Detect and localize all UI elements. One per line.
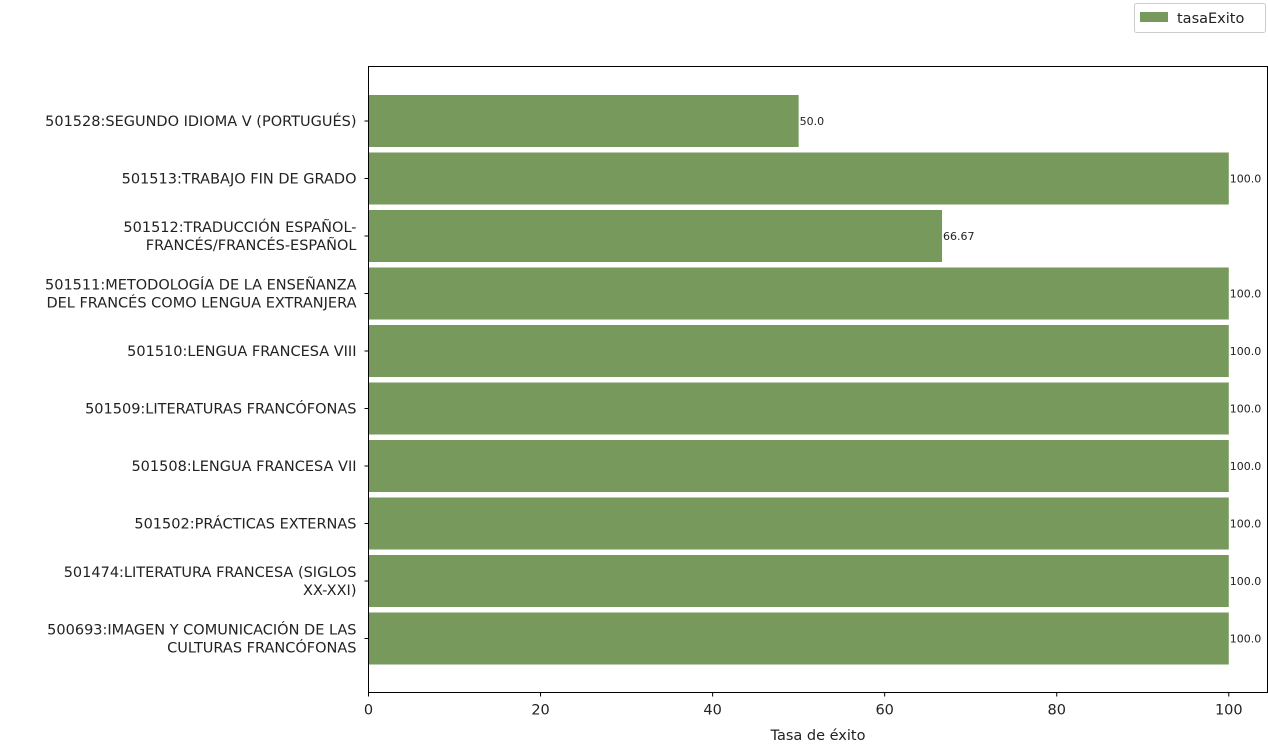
category-label: 501528:SEGUNDO IDIOMA V (PORTUGUÉS): [45, 113, 356, 130]
category-label: CULTURAS FRANCÓFONAS: [167, 639, 356, 657]
bar: [368, 612, 1229, 665]
bar: [368, 325, 1229, 377]
bar-value-label: 100.0: [1230, 633, 1262, 646]
category-labels-group: 500693:IMAGEN Y COMUNICACIÓN DE LASCULTU…: [45, 113, 369, 657]
bar-value-label: 100.0: [1230, 403, 1262, 416]
bar-value-label: 100.0: [1230, 518, 1262, 531]
x-axis-title: Tasa de éxito: [770, 728, 866, 744]
x-tick-label: 40: [703, 703, 721, 719]
category-label: FRANCÉS/FRANCÉS-ESPAÑOL: [146, 237, 357, 254]
bar: [368, 210, 943, 262]
x-tick-label: 100: [1215, 703, 1243, 719]
legend-label: tasaExito: [1177, 11, 1244, 27]
bar-value-label: 100.0: [1230, 345, 1262, 358]
category-label: 501474:LITERATURA FRANCESA (SIGLOS: [64, 565, 357, 581]
bar: [368, 95, 799, 147]
x-tick-label: 80: [1048, 703, 1066, 719]
bar: [368, 152, 1229, 205]
bar: [368, 555, 1229, 607]
bars-group: [368, 95, 1229, 665]
x-tick-label: 20: [531, 703, 549, 719]
bar: [368, 382, 1229, 435]
x-tick-label: 60: [875, 703, 893, 719]
category-label: DEL FRANCÉS COMO LENGUA EXTRANJERA: [46, 295, 356, 312]
bar-value-label: 100.0: [1230, 173, 1262, 186]
legend-swatch: [1140, 12, 1168, 22]
bar: [368, 267, 1229, 320]
category-label: 500693:IMAGEN Y COMUNICACIÓN DE LAS: [47, 621, 356, 639]
bar: [368, 440, 1229, 492]
x-ticks-group: 0 20 40 60 80 100: [364, 692, 1243, 719]
category-label: 501513:TRABAJO FIN DE GRADO: [122, 172, 357, 188]
legend: tasaExito: [1134, 3, 1266, 33]
bar-value-label: 100.0: [1230, 575, 1262, 588]
category-label: XX-XXI): [303, 583, 356, 599]
category-label: 501509:LITERATURAS FRANCÓFONAS: [85, 400, 356, 418]
category-label: 501508:LENGUA FRANCESA VII: [131, 459, 356, 475]
value-labels-group: 100.0 100.0 100.0 100.0 100.0 100.0 100.0 66.67…: [800, 115, 1262, 646]
category-label: 501510:LENGUA FRANCESA VIII: [127, 344, 356, 360]
category-label: 501511:METODOLOGÍA DE LA ENSEÑANZA: [45, 277, 357, 294]
x-tick-label: 0: [364, 703, 373, 719]
bar-value-label: 50.0: [800, 115, 825, 128]
category-label: 501502:PRÁCTICAS EXTERNAS: [134, 516, 356, 533]
bar-value-label: 66.67: [943, 230, 975, 243]
bar: [368, 497, 1229, 550]
bar-value-label: 100.0: [1230, 288, 1262, 301]
bar-value-label: 100.0: [1230, 460, 1262, 473]
legend-box: [1134, 3, 1266, 33]
category-label: 501512:TRADUCCIÓN ESPAÑOL-: [123, 218, 356, 236]
